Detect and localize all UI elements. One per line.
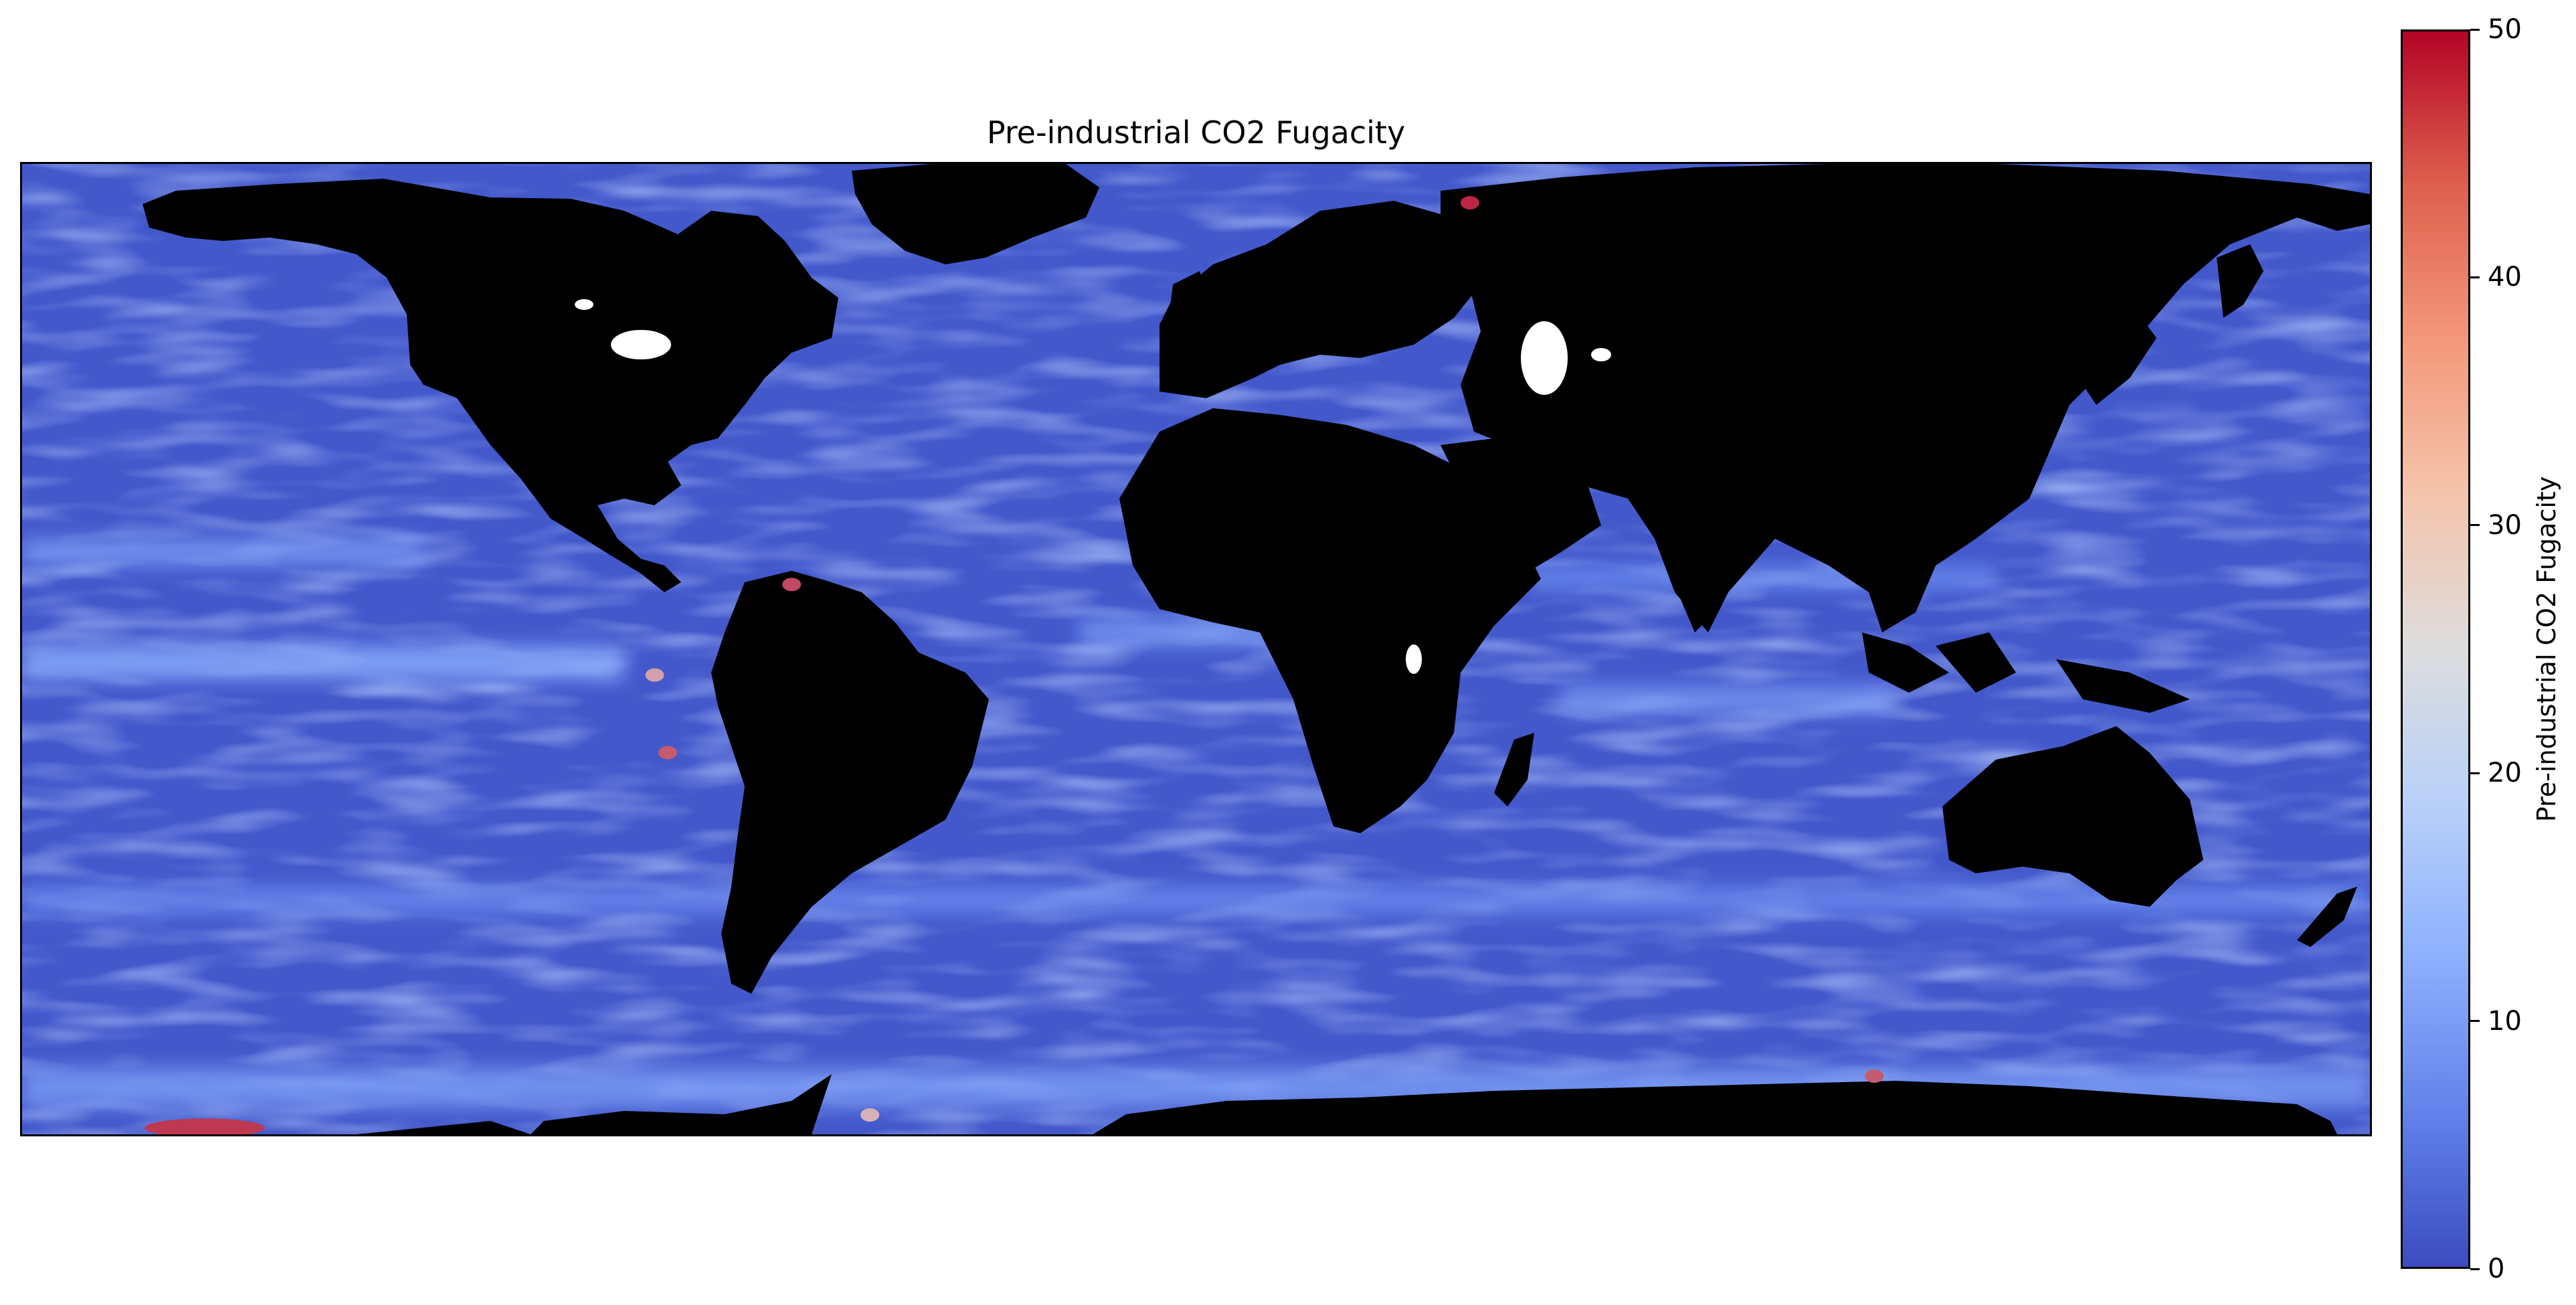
colorbar-tick-label: 10 bbox=[2488, 1005, 2522, 1037]
colorbar-tick-label: 30 bbox=[2488, 509, 2522, 541]
map-panel bbox=[20, 162, 2372, 1136]
colorbar bbox=[2401, 29, 2470, 1269]
ocean-light-bands bbox=[22, 539, 2370, 1108]
indonesia bbox=[1862, 632, 2190, 713]
india bbox=[1648, 492, 1762, 632]
colorbar-tick-label: 50 bbox=[2488, 14, 2522, 45]
colorbar-tick-label: 40 bbox=[2488, 262, 2522, 293]
antarctica-peninsula bbox=[531, 1074, 832, 1134]
colorbar-tick-mark bbox=[2470, 28, 2480, 31]
colorbar-tick-mark bbox=[2470, 772, 2480, 774]
africa bbox=[1119, 408, 1541, 833]
lakes-layer bbox=[575, 299, 1611, 674]
south-america bbox=[711, 571, 989, 994]
colorbar-tick-mark bbox=[2470, 524, 2480, 527]
colorbar-tick-label: 0 bbox=[2488, 1253, 2505, 1284]
madagascar bbox=[1494, 733, 1534, 806]
caspian-sea bbox=[1521, 321, 1568, 395]
lake-victoria bbox=[1406, 644, 1422, 674]
land-layer bbox=[143, 164, 2370, 1134]
great-lakes bbox=[611, 330, 671, 359]
hotspot-ross-sea-margin bbox=[1865, 1069, 1884, 1083]
hotspot-layer bbox=[144, 196, 1884, 1134]
hotspot-south-pacific-antarctic-margin bbox=[144, 1118, 265, 1134]
hotspot-venezuela-coast bbox=[782, 578, 802, 592]
lake-winnipeg bbox=[575, 299, 593, 310]
kamchatka bbox=[2217, 244, 2264, 318]
world-map bbox=[22, 164, 2370, 1134]
hotspot-peru-upwelling-1 bbox=[645, 668, 664, 682]
aral-sea bbox=[1591, 348, 1611, 361]
uk bbox=[1170, 271, 1206, 318]
hotspot-antarctic-peninsula-edge bbox=[860, 1108, 880, 1122]
north-america bbox=[143, 179, 838, 592]
arabia bbox=[1441, 438, 1601, 572]
australia bbox=[1942, 726, 2203, 907]
europe bbox=[1160, 201, 1481, 398]
colorbar-tick-label: 20 bbox=[2488, 758, 2522, 789]
colorbar-tick-mark bbox=[2470, 1020, 2480, 1023]
colorbar-label: Pre-industrial CO2 Fugacity bbox=[2532, 476, 2561, 822]
greenland bbox=[852, 164, 1099, 264]
japan bbox=[2083, 311, 2156, 405]
colorbar-tick-mark bbox=[2470, 276, 2480, 278]
antarctica bbox=[357, 1081, 2337, 1134]
new-zealand bbox=[2297, 887, 2357, 947]
colorbar-tick-mark bbox=[2470, 1268, 2480, 1270]
hotspot-peru-upwelling-2 bbox=[658, 746, 677, 760]
chart-title: Pre-industrial CO2 Fugacity bbox=[986, 114, 1406, 151]
hotspot-white-sea bbox=[1460, 196, 1479, 209]
